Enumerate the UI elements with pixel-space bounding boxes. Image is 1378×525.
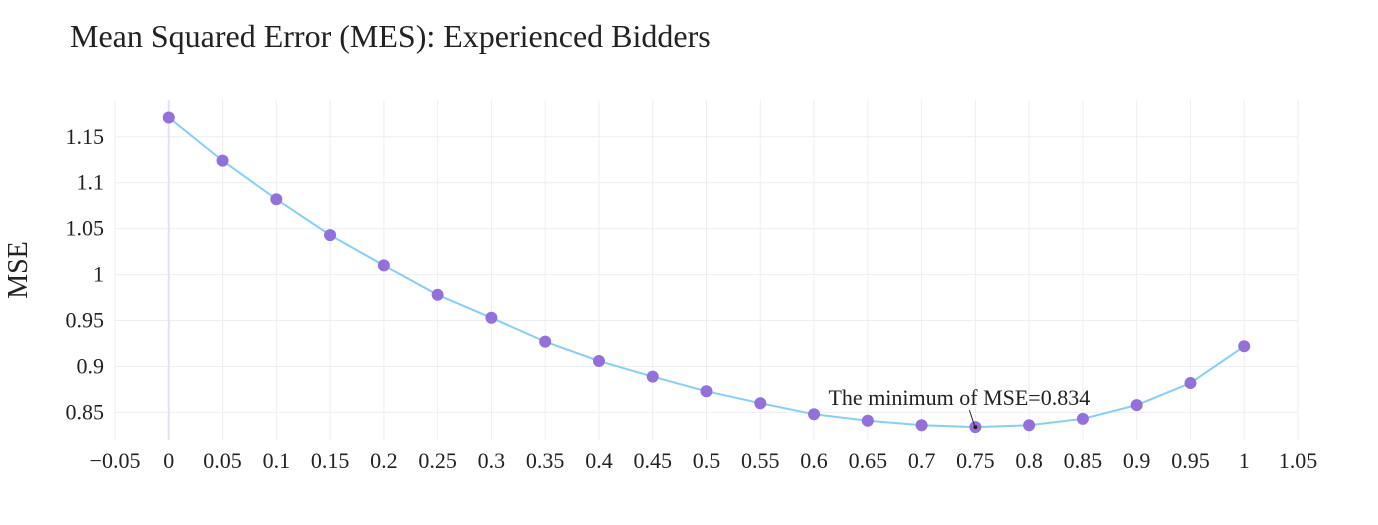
- y-tick-label: 1: [93, 262, 104, 287]
- data-point: [431, 288, 444, 301]
- y-tick-label: 0.9: [77, 353, 105, 378]
- data-point: [861, 414, 874, 427]
- data-point: [270, 193, 283, 206]
- data-point: [592, 354, 605, 367]
- data-point: [646, 370, 659, 383]
- y-tick-label: 1.05: [66, 216, 105, 241]
- x-tick-label: 0.65: [849, 448, 888, 473]
- annotation-arrowhead: [973, 425, 978, 430]
- data-point: [324, 229, 337, 242]
- data-point: [539, 335, 552, 348]
- data-point: [377, 259, 390, 272]
- x-tick-label: 0.25: [418, 448, 457, 473]
- y-axis-title: MSE: [3, 241, 34, 299]
- annotation: The minimum of MSE=0.834: [828, 385, 1090, 430]
- y-tick-label: 0.85: [66, 399, 105, 424]
- y-tick-label: 0.95: [66, 308, 105, 333]
- x-tick-label: 0.95: [1171, 448, 1210, 473]
- data-point: [915, 419, 928, 432]
- x-tick-label: 0: [163, 448, 174, 473]
- x-tick-label: 0.5: [693, 448, 721, 473]
- data-point: [216, 154, 229, 167]
- x-tick-label: 0.55: [741, 448, 780, 473]
- x-tick-label: 0.3: [478, 448, 506, 473]
- data-point: [754, 397, 767, 410]
- data-point: [700, 385, 713, 398]
- annotation-arrow: [968, 409, 975, 426]
- x-tick-label: 0.75: [956, 448, 995, 473]
- y-tick-label: 1.1: [77, 170, 105, 195]
- x-tick-labels: −0.05 0 0.05 0.1 0.15 0.2 0.25 0.3 0.35 0.4 0.45 0.…: [90, 448, 1318, 473]
- x-tick-label: 1.05: [1279, 448, 1318, 473]
- x-tick-label: 0.35: [526, 448, 565, 473]
- chart-title: Mean Squared Error (MES): Experienced Bi…: [70, 18, 711, 54]
- data-point: [485, 311, 498, 324]
- x-tick-label: 0.1: [263, 448, 291, 473]
- x-tick-label: 0.9: [1123, 448, 1151, 473]
- x-tick-label: 0.05: [203, 448, 242, 473]
- x-tick-label: 0.4: [585, 448, 613, 473]
- annotation-text: The minimum of MSE=0.834: [828, 385, 1090, 410]
- x-tick-label: 0.7: [908, 448, 936, 473]
- x-tick-label: −0.05: [90, 448, 141, 473]
- data-point: [1076, 412, 1089, 425]
- x-tick-label: 0.45: [633, 448, 672, 473]
- data-point: [1130, 399, 1143, 412]
- x-tick-label: 0.6: [800, 448, 828, 473]
- x-tick-label: 0.15: [311, 448, 350, 473]
- y-tick-labels: 0.85 0.9 0.95 1 1.05 1.1 1.15: [66, 124, 105, 425]
- data-point: [1184, 377, 1197, 390]
- x-tick-label: 0.8: [1015, 448, 1043, 473]
- data-point: [162, 111, 175, 124]
- y-tick-label: 1.15: [66, 124, 105, 149]
- data-point: [1238, 340, 1251, 353]
- x-tick-label: 0.2: [370, 448, 398, 473]
- x-tick-label: 1: [1239, 448, 1250, 473]
- x-tick-label: 0.85: [1064, 448, 1103, 473]
- data-point: [808, 408, 821, 421]
- data-point: [1023, 419, 1036, 432]
